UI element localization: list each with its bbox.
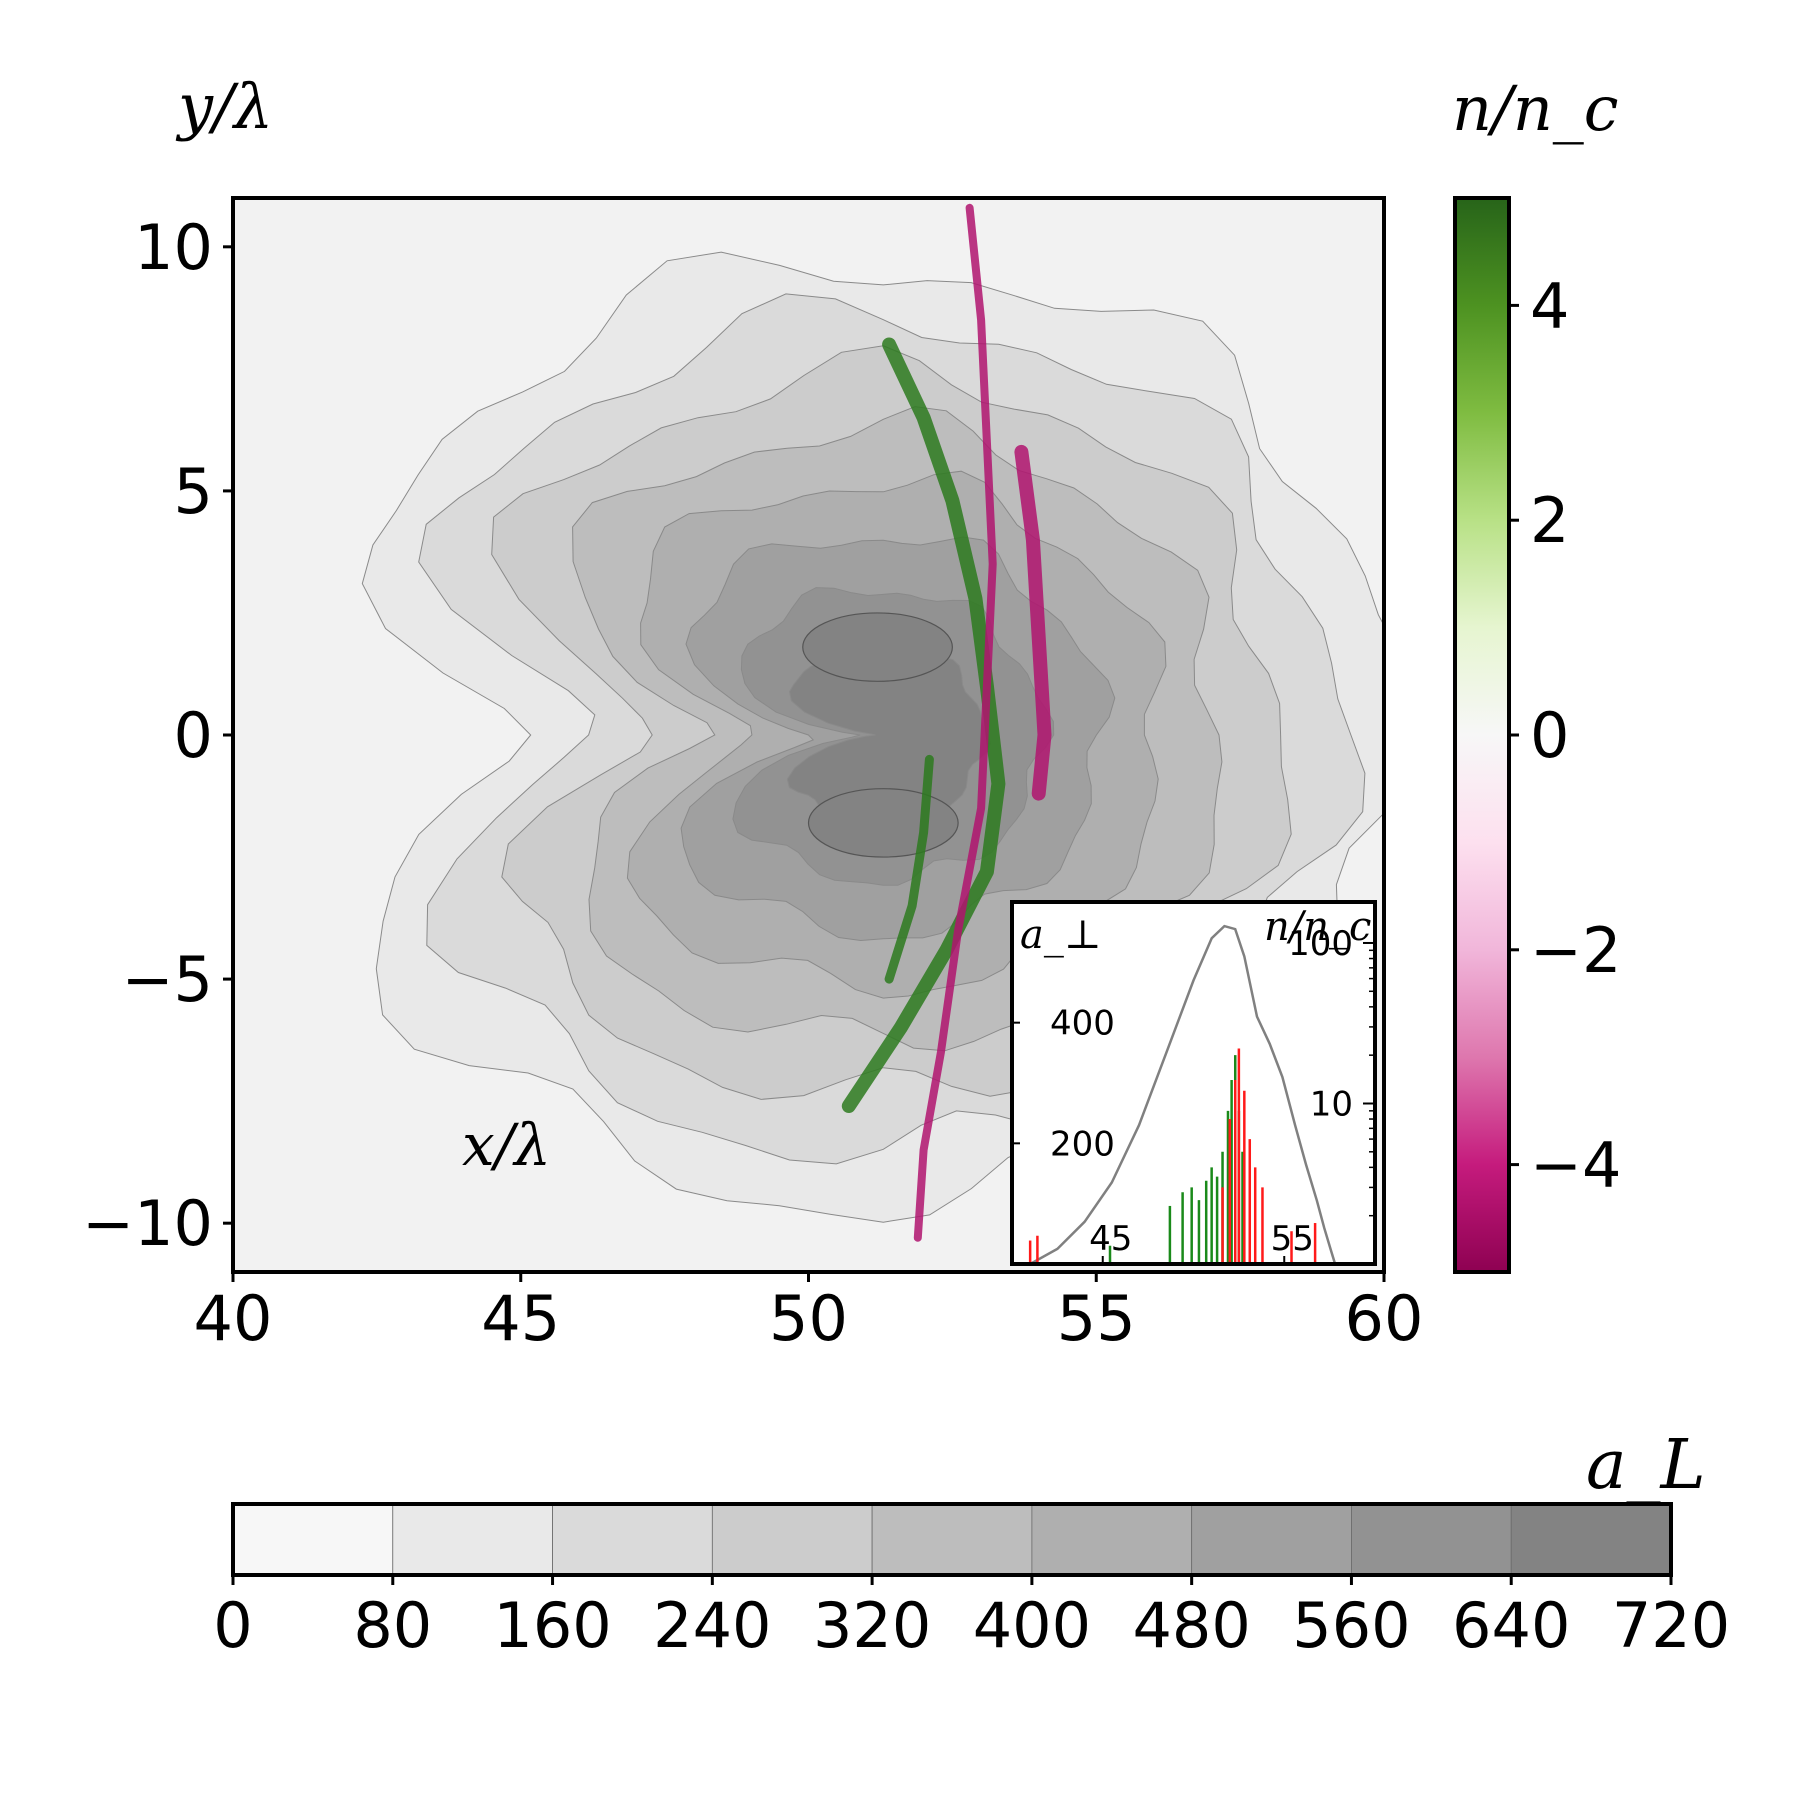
inset-frame	[1010, 900, 1377, 1266]
inset-left-tick-label: 200	[1050, 1124, 1115, 1164]
contour-lobe-1	[802, 612, 953, 682]
y-tick-label: 10	[134, 211, 213, 284]
field-colorbar-blocks	[232, 1503, 1672, 1576]
density-colorbar-ticks: 4 2 0 −2 −4	[1509, 269, 1621, 1202]
ion-layer-1	[913, 203, 997, 1242]
field-colorbar-tick-label: 720	[1612, 1589, 1730, 1662]
field-colorbar-block	[552, 1503, 713, 1576]
field-colorbar-tick-label: 0	[213, 1589, 252, 1662]
density-structures	[841, 203, 1052, 1242]
field-colorbar-block	[1510, 1503, 1672, 1576]
field-colorbar-frame	[231, 1502, 1673, 1577]
field-colorbar-label: a_L	[1586, 1426, 1706, 1505]
contour-lobe-2	[807, 788, 959, 858]
inset-series	[1028, 924, 1337, 1264]
field-colorbar-block	[1351, 1503, 1512, 1576]
ion-layer-2	[1014, 444, 1052, 801]
x-tick-label: 45	[481, 1282, 560, 1355]
inset-right-tick-label: 100	[1288, 924, 1353, 964]
field-colorbar-tick-label: 560	[1292, 1589, 1410, 1662]
field-colorbar-tick-label: 80	[353, 1589, 432, 1662]
density-colorbar-tick-label: −2	[1530, 914, 1621, 987]
inset-left-tick-label: 400	[1050, 1004, 1115, 1044]
inset-left-axis-label: a_⊥	[1020, 912, 1101, 958]
density-colorbar: 4 2 0 −2 −4 n/n_c	[1452, 72, 1621, 1274]
inset-series-1	[1029, 924, 1337, 1264]
density-colorbar-tick-label: 0	[1530, 699, 1569, 772]
y-tick-label: 0	[174, 699, 213, 772]
x-tick-label: 50	[769, 1282, 848, 1355]
electron-layer-2	[884, 754, 934, 984]
inset-right-tick-label: 10	[1310, 1084, 1353, 1124]
inset-series-3	[1028, 1048, 1317, 1264]
y-axis-label: y/λ	[175, 70, 273, 143]
field-colorbar-block	[232, 1503, 394, 1576]
field-colorbar-block	[871, 1503, 1033, 1576]
field-colorbar-tick-label: 320	[813, 1589, 931, 1662]
density-colorbar-label: n/n_c	[1452, 72, 1618, 145]
y-tick-label: −5	[122, 943, 213, 1016]
inset-plot: 45 55 400 200 100 10 a_⊥ n/n_c	[1010, 900, 1377, 1266]
y-axis: 10 5 0 −5 −10	[82, 211, 233, 1260]
inset-axes: 45 55 400 200 100 10	[1012, 924, 1375, 1264]
density-colorbar-tick-label: 4	[1530, 269, 1569, 342]
y-tick-label: 5	[174, 455, 213, 528]
field-colorbar-tick-label: 160	[493, 1589, 611, 1662]
x-tick-label: 55	[1057, 1282, 1136, 1355]
field-colorbar: 0 80 160 240 320 400 480 560 640 720 a_L	[213, 1426, 1730, 1662]
field-colorbar-block	[1031, 1503, 1193, 1576]
density-colorbar-tick-label: −4	[1530, 1129, 1621, 1202]
field-colorbar-ticks: 0 80 160 240 320 400 480 560 640 720	[213, 1575, 1730, 1662]
field-colorbar-block	[392, 1503, 553, 1576]
field-colorbar-tick-label: 240	[653, 1589, 771, 1662]
inset-x-tick-label: 45	[1089, 1219, 1132, 1259]
density-colorbar-tick-label: 2	[1530, 484, 1569, 557]
field-colorbar-block	[1191, 1503, 1352, 1576]
x-axis: 40 45 50 55 60	[194, 1272, 1424, 1355]
electron-layer-1	[841, 337, 1006, 1113]
inset-right-axis-label: n/n_c	[1264, 904, 1371, 950]
density-colorbar-gradient	[1455, 198, 1509, 1272]
field-colorbar-tick-label: 640	[1452, 1589, 1570, 1662]
inset-x-tick-label: 55	[1271, 1219, 1314, 1259]
field-colorbar-block	[711, 1503, 873, 1576]
y-tick-label: −10	[82, 1187, 213, 1260]
field-colorbar-tick-label: 400	[973, 1589, 1091, 1662]
x-axis-label: x/λ	[462, 1111, 551, 1179]
x-tick-label: 40	[194, 1282, 273, 1355]
field-colorbar-tick-label: 480	[1132, 1589, 1250, 1662]
x-tick-label: 60	[1345, 1282, 1424, 1355]
inset-background	[1012, 902, 1375, 1264]
